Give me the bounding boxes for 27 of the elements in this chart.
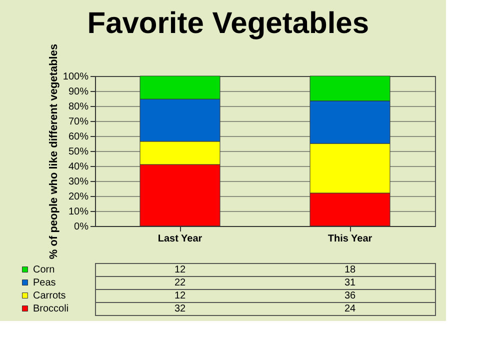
legend-label: Corn bbox=[33, 264, 55, 276]
y-tick-label: 80% bbox=[68, 102, 89, 112]
y-axis-title: % of people who like different vegetables bbox=[48, 44, 60, 260]
text: 32 bbox=[174, 304, 186, 314]
y-tick-label: 70% bbox=[68, 116, 89, 128]
legend-label: Peas bbox=[33, 278, 56, 288]
chart-title: Favorite Vegetables bbox=[87, 6, 370, 40]
text: 22 bbox=[174, 278, 186, 288]
text: 24 bbox=[344, 304, 356, 314]
text: 12 bbox=[174, 290, 186, 302]
x-tick-label: This Year bbox=[328, 234, 372, 244]
y-tick-label: 90% bbox=[68, 86, 89, 98]
y-tick-label: 10% bbox=[68, 206, 89, 218]
y-tick-label: 40% bbox=[68, 162, 89, 172]
text: 31 bbox=[344, 278, 356, 288]
x-tick-label: Last Year bbox=[158, 234, 202, 244]
y-tick-label: 100% bbox=[62, 72, 89, 82]
y-tick-label: 30% bbox=[68, 176, 89, 188]
y-tick-label: 50% bbox=[68, 146, 89, 158]
y-tick-label: 0% bbox=[74, 222, 89, 232]
y-tick-label: 60% bbox=[68, 132, 89, 142]
text: 18 bbox=[344, 264, 356, 276]
legend-label: Carrots bbox=[33, 290, 66, 302]
text: 12 bbox=[174, 264, 186, 276]
text: 36 bbox=[344, 290, 356, 302]
y-tick-label: 20% bbox=[68, 192, 89, 202]
legend-label: Broccoli bbox=[33, 304, 69, 314]
